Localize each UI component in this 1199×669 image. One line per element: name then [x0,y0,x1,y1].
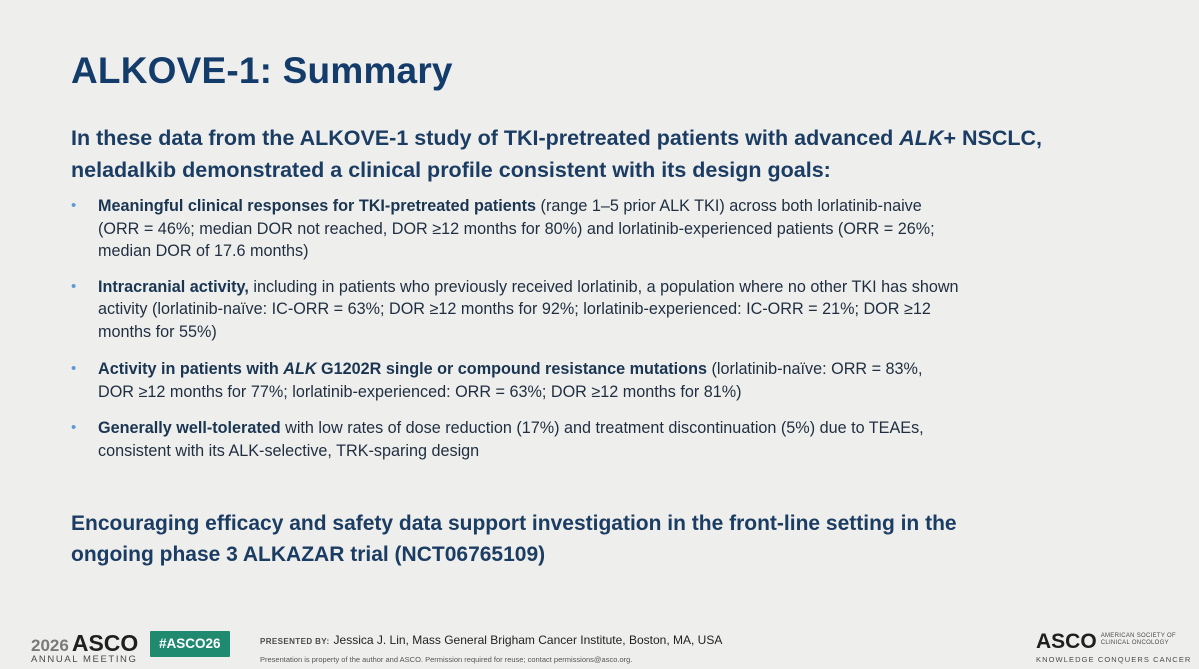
bullet-item-intracranial: • Intracranial activity, including in pa… [71,277,959,341]
bullet-item-clinical-responses: • Meaningful clinical responses for TKI-… [71,197,935,260]
bullet-dot-icon: • [71,277,77,295]
bullet-item-tolerability: • Generally well-tolerated with low rate… [71,419,924,460]
slide-footer: 2026 ASCO ANNUAL MEETING #ASCO26 PRESENTE… [0,620,1199,669]
lead-statement: In these data from the ALKOVE-1 study of… [71,122,1181,186]
lead-line-1: In these data from the ALKOVE-1 study of… [71,126,1043,150]
bullet-item-resistance-mutations: • Activity in patients with ALK G1202R s… [71,360,923,401]
slide-title: ALKOVE-1: Summary [71,50,453,91]
alk-italic: ALK [899,126,944,150]
bullet-dot-icon: • [71,360,77,377]
summary-bullet-list: • Meaningful clinical responses for TKI-… [71,195,1171,475]
presenter-name: Jessica J. Lin, Mass General Brigham Can… [333,633,723,647]
bullet-dot-icon: • [71,419,77,436]
bullet-dot-icon: • [71,197,77,214]
asco-society-logo: ASCO AMERICAN SOCIETY OF CLINICAL ONCOLOG… [1036,630,1192,664]
permission-note: Presentation is property of the author a… [260,655,633,664]
hashtag-badge: #ASCO26 [150,631,230,657]
lead-line-2: neladalkib demonstrated a clinical profi… [71,158,831,182]
asco-annual-meeting-logo: 2026 ASCO ANNUAL MEETING [31,630,139,665]
closing-statement: Encouraging efficacy and safety data sup… [71,512,957,566]
presenter-info: PRESENTED BY: Jessica J. Lin, Mass Genera… [260,633,723,664]
